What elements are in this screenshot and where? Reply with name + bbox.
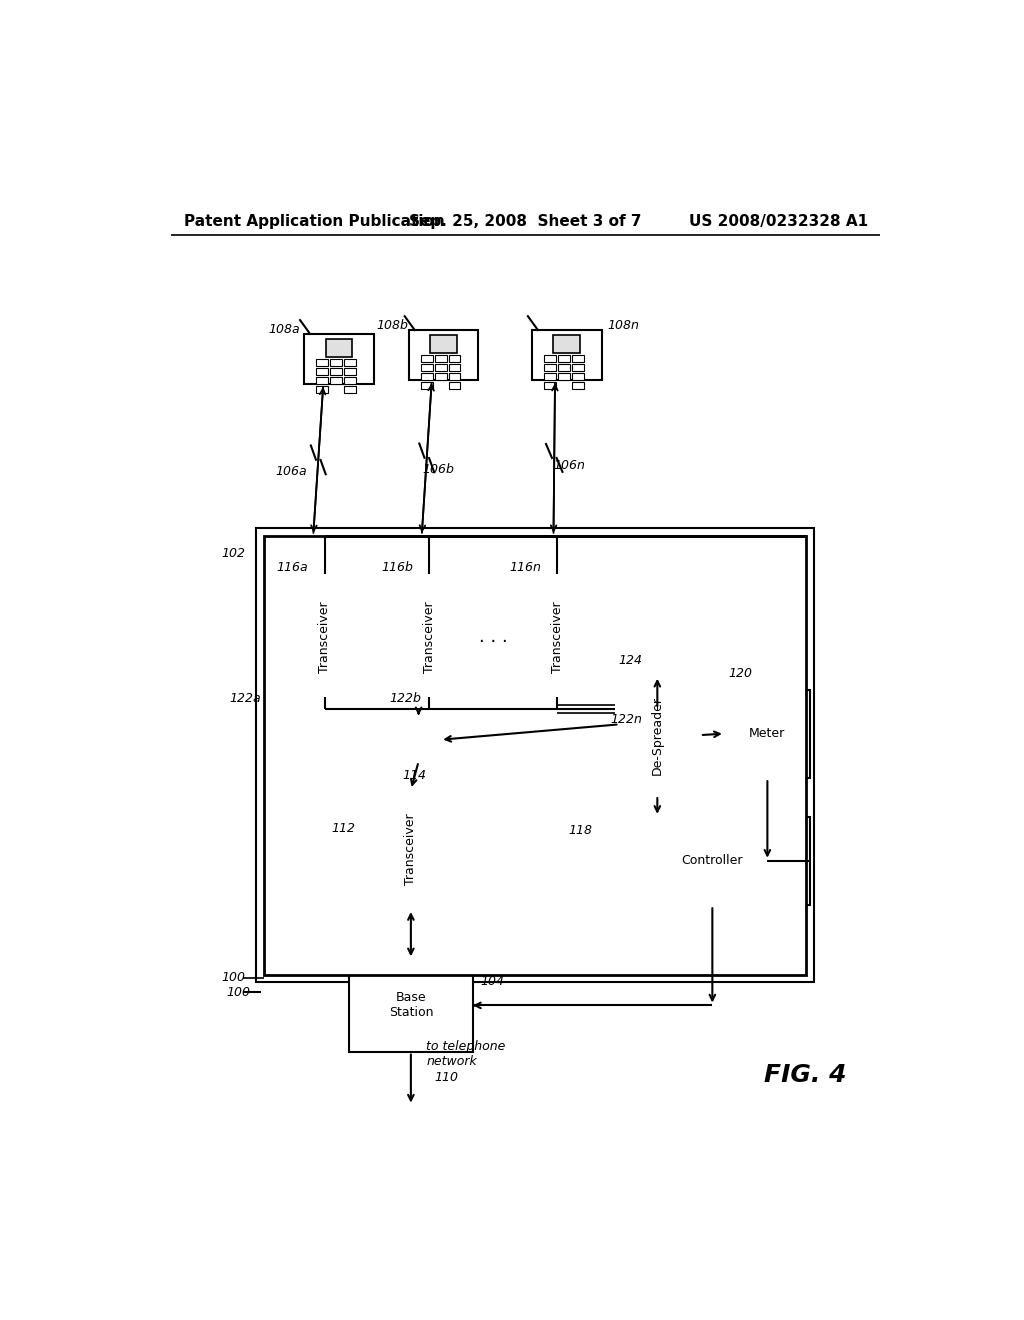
Text: Base
Station: Base Station xyxy=(389,991,433,1019)
Text: 104: 104 xyxy=(480,974,505,987)
Bar xyxy=(426,574,433,582)
Bar xyxy=(449,364,461,371)
Bar xyxy=(344,359,356,366)
Text: 100: 100 xyxy=(226,986,251,999)
Circle shape xyxy=(426,705,433,713)
Bar xyxy=(435,355,446,362)
Bar xyxy=(421,374,432,380)
Text: FIG. 4: FIG. 4 xyxy=(764,1063,846,1088)
Bar xyxy=(409,330,478,380)
Text: 124: 124 xyxy=(618,653,643,667)
Bar xyxy=(321,574,329,582)
Text: 112: 112 xyxy=(331,822,355,834)
Text: 100: 100 xyxy=(222,970,246,983)
Bar xyxy=(572,383,584,389)
Bar xyxy=(558,374,569,380)
Text: Transceiver: Transceiver xyxy=(404,813,418,884)
Bar xyxy=(572,355,584,362)
Bar xyxy=(331,359,342,366)
Bar xyxy=(316,387,328,393)
Text: 122n: 122n xyxy=(610,713,642,726)
Bar xyxy=(449,383,461,389)
Text: 106n: 106n xyxy=(554,459,586,473)
Bar xyxy=(531,330,601,380)
Bar xyxy=(725,689,810,779)
Bar xyxy=(554,335,580,354)
Bar xyxy=(331,368,342,375)
Bar xyxy=(263,536,806,974)
Circle shape xyxy=(554,705,561,713)
Text: 116a: 116a xyxy=(276,561,308,574)
Bar xyxy=(331,378,342,384)
Text: Transceiver: Transceiver xyxy=(318,602,332,673)
Text: Controller: Controller xyxy=(682,854,743,867)
Bar xyxy=(554,574,561,582)
Bar xyxy=(281,578,370,697)
Bar xyxy=(449,374,461,380)
Bar xyxy=(263,536,806,974)
Text: 106a: 106a xyxy=(275,465,307,478)
Bar xyxy=(544,355,556,362)
Text: 120: 120 xyxy=(729,668,753,681)
Bar xyxy=(316,359,328,366)
Text: Patent Application Publication: Patent Application Publication xyxy=(183,214,444,228)
Bar xyxy=(449,355,461,362)
Bar xyxy=(316,368,328,375)
Text: US 2008/0232328 A1: US 2008/0232328 A1 xyxy=(689,214,868,228)
Text: 108b: 108b xyxy=(377,319,409,333)
Bar xyxy=(544,383,556,389)
Bar xyxy=(304,334,374,384)
Bar xyxy=(544,374,556,380)
Bar xyxy=(385,578,474,697)
Bar xyxy=(256,528,814,982)
Bar xyxy=(435,364,446,371)
Text: 116b: 116b xyxy=(381,561,414,574)
Bar xyxy=(513,578,602,697)
Bar xyxy=(421,383,432,389)
Text: 102: 102 xyxy=(222,548,246,560)
Bar xyxy=(316,378,328,384)
Text: Transceiver: Transceiver xyxy=(423,602,436,673)
Bar xyxy=(344,368,356,375)
Bar xyxy=(344,378,356,384)
Text: 108a: 108a xyxy=(268,323,300,335)
Bar xyxy=(572,374,584,380)
Bar xyxy=(349,960,473,1052)
Text: Meter: Meter xyxy=(750,727,785,741)
Text: Sep. 25, 2008  Sheet 3 of 7: Sep. 25, 2008 Sheet 3 of 7 xyxy=(409,214,641,228)
Bar xyxy=(421,355,432,362)
Bar xyxy=(558,364,569,371)
Text: 114: 114 xyxy=(402,770,427,781)
Text: 108n: 108n xyxy=(607,319,639,333)
Bar xyxy=(435,374,446,380)
Text: 110: 110 xyxy=(434,1071,458,1084)
Text: 122b: 122b xyxy=(389,692,421,705)
Bar xyxy=(614,817,810,906)
Bar xyxy=(614,676,700,795)
Text: 118: 118 xyxy=(568,825,592,837)
Bar xyxy=(326,339,352,358)
Text: 116n: 116n xyxy=(509,561,541,574)
Text: . . .: . . . xyxy=(479,628,508,647)
Circle shape xyxy=(321,705,329,713)
Text: to telephone
network: to telephone network xyxy=(426,1040,506,1068)
Bar xyxy=(430,335,457,354)
Circle shape xyxy=(397,718,440,762)
Bar xyxy=(344,387,356,393)
Bar xyxy=(572,364,584,371)
Bar xyxy=(558,355,569,362)
Text: Transceiver: Transceiver xyxy=(551,602,564,673)
Text: De-Spreader: De-Spreader xyxy=(651,696,664,775)
Bar xyxy=(367,789,456,909)
Text: 106b: 106b xyxy=(423,463,455,477)
Text: 122a: 122a xyxy=(229,692,261,705)
Bar xyxy=(544,364,556,371)
Bar xyxy=(421,364,432,371)
